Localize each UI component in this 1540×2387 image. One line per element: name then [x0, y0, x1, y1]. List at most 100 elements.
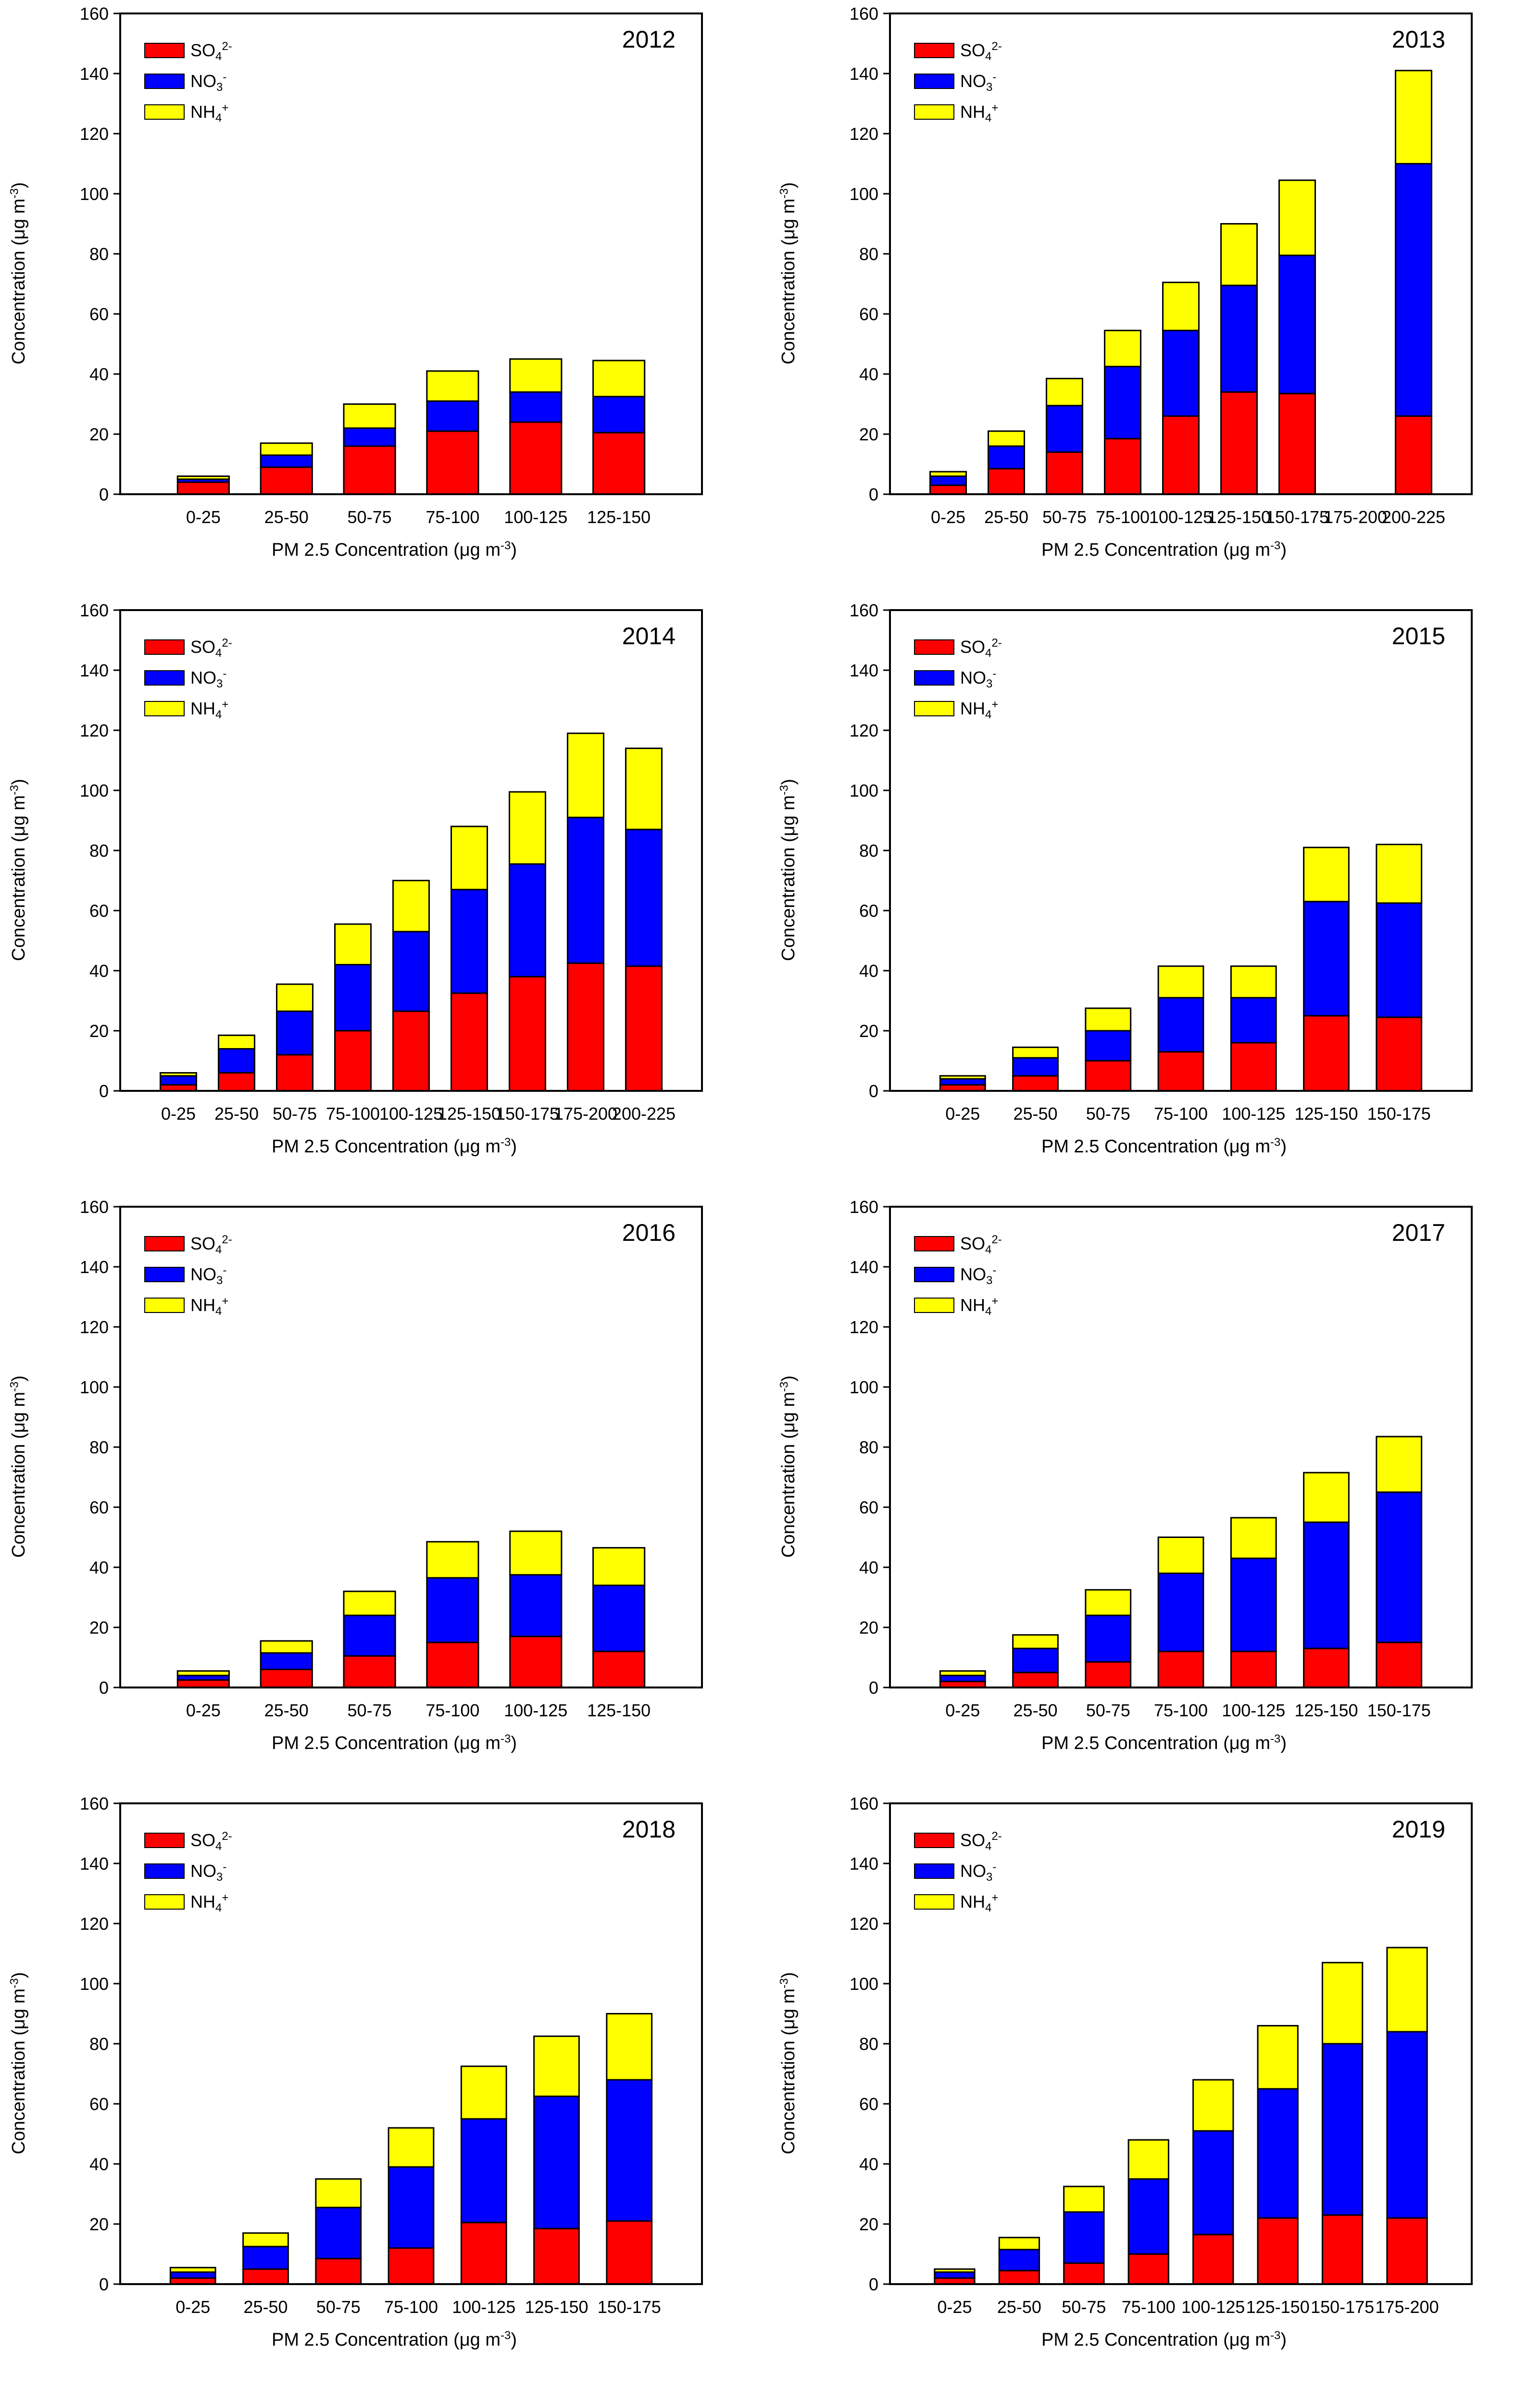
bar-segment — [509, 1574, 563, 1637]
text-part: -3 — [777, 1978, 791, 1988]
text-part: 4 — [985, 647, 992, 660]
text-part: PM 2.5 Concentration (μg m — [1041, 2330, 1270, 2350]
y-tick-label: 40 — [859, 364, 878, 384]
bar-segment — [460, 2118, 507, 2224]
bar-segment — [315, 2178, 362, 2209]
text-part: 4 — [215, 1901, 222, 1915]
text-part: 4 — [215, 647, 222, 660]
x-tick-label: 125-150 — [1246, 2297, 1310, 2317]
bar-segment — [1230, 1042, 1277, 1092]
plot-frame — [889, 12, 1473, 495]
bar-segment — [998, 2249, 1040, 2272]
bar-segment — [998, 2237, 1040, 2250]
y-tick-label: 40 — [89, 2154, 109, 2174]
legend-swatch — [914, 1267, 954, 1282]
chart-svg: 0 20 40 60 80 100 120 140 160 0-25 25-50 50-75 75-10… — [80, 4, 703, 527]
legend-swatch — [914, 74, 954, 89]
bar-segment — [987, 430, 1026, 447]
bar-segment — [315, 2258, 362, 2285]
text-part: 4 — [215, 112, 222, 125]
text-part: 4 — [985, 1305, 992, 1318]
text-part: NO — [960, 71, 986, 91]
bar-segment — [1230, 997, 1277, 1044]
x-tick-label: 50-75 — [348, 1700, 392, 1720]
bar-segment — [1127, 2139, 1169, 2180]
text-part: ) — [9, 778, 29, 785]
bar-segment — [343, 427, 396, 447]
legend-item: NO3- — [914, 66, 1002, 97]
y-tick-label: 40 — [859, 961, 878, 981]
bar-segment — [1278, 254, 1316, 395]
plot-frame — [119, 1802, 703, 2285]
text-part: ) — [778, 1375, 799, 1382]
plot-frame — [119, 12, 703, 495]
legend-label: NH4+ — [960, 1295, 998, 1318]
text-part: 2- — [222, 1233, 232, 1246]
x-axis-title: PM 2.5 Concentration (μg m-3) — [1041, 2330, 1287, 2350]
y-tick-label: 140 — [850, 1854, 878, 1874]
x-axis-title: PM 2.5 Concentration (μg m-3) — [272, 1733, 517, 1754]
legend-swatch — [914, 1298, 954, 1313]
bar-segment — [1012, 1648, 1059, 1674]
bar-segment — [176, 481, 230, 495]
bar-segment — [1257, 2025, 1299, 2090]
legend-label: NH4+ — [190, 102, 228, 125]
legend-item: NH4+ — [914, 97, 1002, 127]
bar-segment — [1278, 393, 1316, 495]
text-part: 4 — [215, 708, 222, 722]
legend-item: NH4+ — [914, 1290, 1002, 1321]
bar-segment — [509, 1530, 563, 1576]
bar-segment — [508, 863, 547, 977]
legend-label: NH4+ — [960, 699, 998, 721]
x-tick-label: 150-175 — [1367, 1700, 1431, 1720]
bar-segment — [1157, 1650, 1204, 1688]
text-part: 3 — [216, 81, 223, 94]
bar-segment — [260, 1640, 313, 1654]
text-part: ) — [9, 1375, 29, 1382]
x-tick-label: 0-25 — [186, 1700, 221, 1720]
x-tick-label: 200-225 — [1382, 507, 1445, 527]
bar-segment — [625, 748, 663, 830]
bar-segment — [509, 1636, 563, 1688]
bar-segment — [176, 475, 230, 480]
bar-segment — [1394, 70, 1433, 164]
legend-item: NO3- — [914, 662, 1002, 693]
bar-segment — [566, 962, 605, 1092]
y-tick-label: 60 — [89, 901, 109, 921]
text-part: 2- — [991, 40, 1002, 53]
bar-segment — [242, 2232, 289, 2248]
text-part: - — [992, 667, 997, 680]
bar-segment — [1376, 902, 1423, 1018]
bar-segment — [1303, 1015, 1350, 1092]
bar-segment — [217, 1048, 256, 1074]
legend-label: SO42- — [960, 1830, 1002, 1852]
x-tick-label: 125-150 — [587, 507, 651, 527]
x-tick-label: 25-50 — [1013, 1700, 1057, 1720]
y-tick-label: 0 — [99, 485, 109, 504]
text-part: Concentration (μg m — [778, 795, 799, 961]
text-part: 4 — [215, 1305, 222, 1318]
chart-svg: 0 20 40 60 80 100 120 140 160 0-25 25-50 50-75 75-10… — [850, 600, 1473, 1124]
legend: SO42- NO3- NH4+ — [144, 1228, 232, 1321]
y-tick-label: 160 — [850, 1794, 878, 1813]
bar-segment — [1220, 391, 1258, 495]
bar-segment — [939, 1078, 986, 1086]
text-part: PM 2.5 Concentration (μg m — [272, 540, 501, 560]
bar-segment — [934, 2271, 976, 2279]
legend-swatch — [914, 1894, 954, 1910]
x-tick-label: 150-175 — [1265, 507, 1329, 527]
text-part: Concentration (μg m — [9, 1988, 29, 2154]
text-part: Concentration (μg m — [778, 1988, 799, 2154]
text-part: SO — [960, 637, 986, 657]
x-axis-title: PM 2.5 Concentration (μg m-3) — [272, 1137, 517, 1157]
legend-swatch — [144, 1298, 185, 1313]
legend: SO42- NO3- NH4+ — [144, 1825, 232, 1917]
text-part: SO — [960, 1234, 986, 1253]
legend-item: SO42- — [144, 632, 232, 662]
y-tick-label: 120 — [850, 1317, 878, 1337]
bar-segment — [1162, 415, 1200, 495]
bar-segment — [275, 1010, 314, 1056]
x-axis-title: PM 2.5 Concentration (μg m-3) — [1041, 540, 1287, 561]
text-part: -3 — [8, 1381, 21, 1392]
legend: SO42- NO3- NH4+ — [144, 35, 232, 127]
